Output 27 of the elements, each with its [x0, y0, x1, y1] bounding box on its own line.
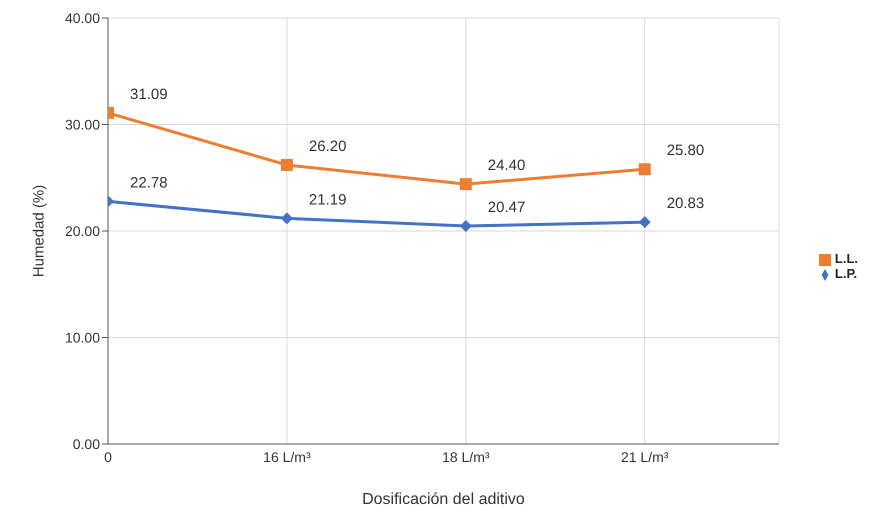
- y-tick-label: 30.00: [64, 116, 100, 132]
- point: [460, 178, 472, 190]
- data-label: 20.83: [666, 195, 704, 212]
- legend-label: L.P.: [834, 266, 858, 281]
- x-tick-label: 16 L/m³: [263, 448, 311, 465]
- data-label: 25.80: [666, 142, 704, 160]
- x-tick-label: 0: [104, 448, 112, 465]
- x-tick-label: 21 L/m³: [620, 448, 669, 465]
- data-label: 20.47: [488, 198, 526, 216]
- y-axis-title: Humedad (%): [30, 184, 48, 278]
- data-label: 21.19: [308, 191, 346, 208]
- y-tick-label: 0.00: [72, 436, 100, 452]
- data-label: 31.09: [130, 86, 168, 103]
- point: [280, 158, 293, 171]
- data-label: 26.20: [308, 138, 346, 155]
- data-label: 22.78: [130, 174, 168, 192]
- point: [280, 212, 293, 224]
- point: [638, 216, 651, 228]
- x-tick-label: 18 L/m³: [442, 448, 490, 465]
- x-axis-title: Dosificación del aditivo: [362, 491, 525, 508]
- y-tick-label: 20.00: [64, 222, 100, 239]
- point: [638, 163, 651, 176]
- y-tick-label: 10.00: [64, 329, 100, 346]
- y-tick-label: 40.00: [64, 10, 100, 26]
- point: [460, 220, 472, 232]
- legend-label: L.L.: [834, 251, 858, 266]
- data-label: 24.40: [488, 157, 526, 174]
